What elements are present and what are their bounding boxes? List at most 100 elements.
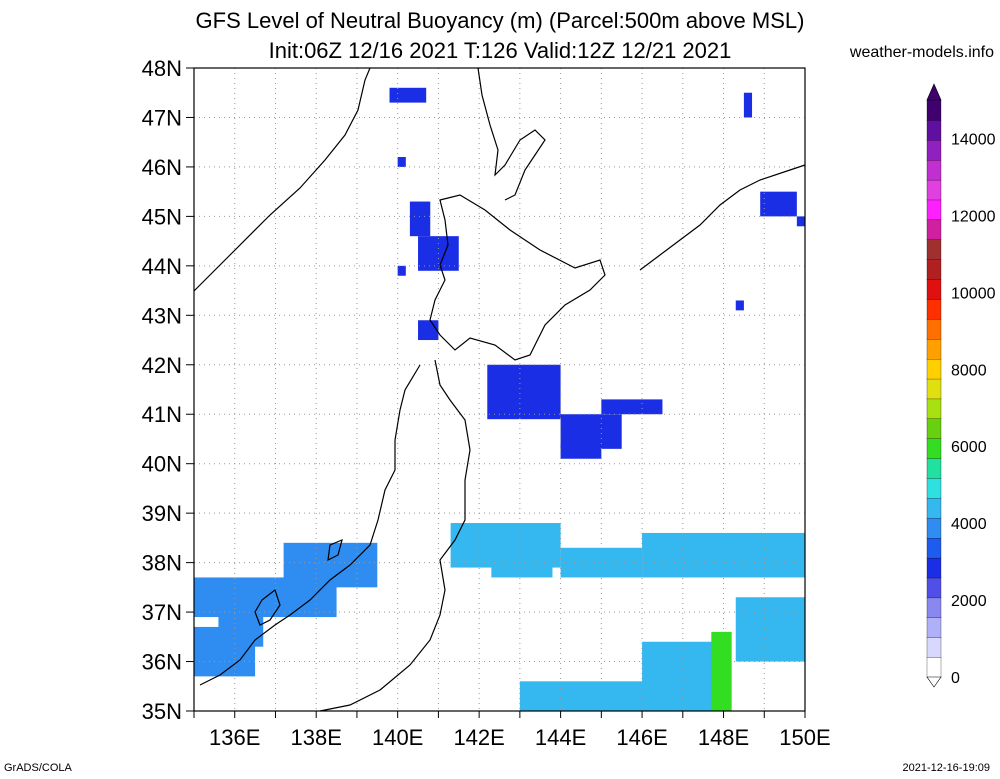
- colorbar-segment: [926, 477, 942, 499]
- field-cell-nw-blob: [397, 265, 406, 276]
- field-cell-nw-blob: [418, 320, 439, 341]
- colorbar-segment: [926, 119, 942, 141]
- coastline-honshu-north: [319, 359, 471, 712]
- colorbar-tick-label: 2000: [951, 593, 987, 610]
- field-cell-tsugaru-east: [487, 364, 561, 420]
- lat-tick-label: 40N: [142, 452, 182, 477]
- colorbar-segment: [926, 318, 942, 340]
- field-cell-nw-blob: [389, 87, 427, 103]
- colorbar-segment: [926, 497, 942, 519]
- colorbar-segment: [926, 239, 942, 260]
- field-cell-nw-blob: [397, 157, 406, 167]
- colorbar-segment: [926, 637, 942, 658]
- colorbar-segment: [926, 438, 942, 459]
- lon-tick-label: 138E: [291, 725, 342, 750]
- field-cell-pacific-band: [735, 597, 805, 662]
- coastline-noto: [254, 589, 281, 626]
- field-cell-tsugaru-east: [601, 399, 663, 415]
- colorbar-segment: [926, 278, 942, 300]
- colorbar-segment: [926, 656, 942, 678]
- lon-tick-label: 140E: [372, 725, 423, 750]
- field-cell-tsugaru-east: [560, 443, 602, 459]
- colorbar-tick-label: 0: [951, 670, 960, 687]
- lat-tick-label: 37N: [142, 600, 182, 625]
- lon-tick-label: 144E: [535, 725, 586, 750]
- colorbar-segment: [926, 358, 942, 380]
- coastline-layer: [193, 67, 806, 712]
- colorbar: 0 2000 4000 6000 8000 10000 12000 14000: [926, 83, 996, 688]
- colorbar-segment: [926, 577, 942, 599]
- lon-tick-label: 136E: [209, 725, 260, 750]
- map-frame: [193, 67, 806, 712]
- field-cell-kuril-east: [735, 300, 744, 311]
- colorbar-segment: [926, 219, 942, 240]
- coastline-kuril: [639, 164, 806, 271]
- field-layer: [194, 87, 805, 711]
- colorbar-segment: [926, 457, 942, 479]
- field-cell-honshu-west: [283, 542, 378, 588]
- colorbar-tick-label: 8000: [951, 362, 987, 379]
- lat-tick-label: 48N: [142, 56, 182, 81]
- colorbar-segment: [926, 597, 942, 618]
- coastline-honshu-west: [199, 364, 421, 686]
- footer-software: GrADS/COLA: [4, 762, 72, 774]
- colorbar-segment: [926, 199, 942, 221]
- lon-tick-label: 148E: [698, 725, 749, 750]
- lat-tick-label: 35N: [142, 699, 182, 724]
- credit-label: weather-models.info: [849, 44, 994, 61]
- colorbar-segment: [926, 139, 942, 161]
- colorbar-segment: [926, 179, 942, 201]
- lat-axis-labels: 35N 36N 37N 38N 39N 40N 41N 42N 43N 44N 45N 46N 47N 4…: [142, 56, 194, 724]
- lat-tick-label: 45N: [142, 204, 182, 229]
- field-cell-tsugaru-east: [560, 414, 622, 449]
- field-cell-nw-blob: [409, 201, 431, 237]
- colorbar-segment: [926, 617, 942, 638]
- colorbar-segment: [926, 398, 942, 419]
- colorbar-segment: [926, 338, 942, 360]
- lat-tick-label: 42N: [142, 353, 182, 378]
- coastline-sado: [327, 538, 343, 562]
- colorbar-tick-label: 4000: [951, 516, 987, 533]
- lat-tick-label: 43N: [142, 303, 182, 328]
- field-cell-pacific-band: [642, 532, 805, 578]
- chart-title-line2: Init:06Z 12/16 2021 T:126 Valid:12Z 12/2…: [268, 38, 732, 63]
- colorbar-segment: [926, 99, 942, 121]
- colorbar-tick-label: 6000: [951, 439, 987, 456]
- colorbar-tick-label: 12000: [951, 208, 996, 225]
- lat-tick-label: 38N: [142, 551, 182, 576]
- field-cell-kuril-east: [760, 191, 797, 217]
- colorbar-min-arrow: [926, 676, 942, 688]
- colorbar-segment: [926, 298, 942, 320]
- colorbar-segment: [926, 557, 942, 579]
- lon-axis-labels: 136E 138E 140E 142E 144E 146E 148E 150E: [193, 711, 831, 750]
- coastline-hokkaido: [429, 194, 606, 361]
- footer-timestamp: 2021-12-16-19:09: [902, 762, 990, 774]
- colorbar-tick-label: 14000: [951, 131, 996, 148]
- coastline-sakhalin: [477, 67, 546, 201]
- field-cell-pacific-band: [491, 537, 553, 578]
- colorbar-segment: [926, 378, 942, 400]
- lat-tick-label: 47N: [142, 105, 182, 130]
- field-cell-kuril-east: [796, 216, 805, 227]
- grid-layer: [194, 68, 805, 711]
- lon-tick-label: 146E: [616, 725, 667, 750]
- field-cell-honshu-west: [218, 617, 264, 647]
- colorbar-max-arrow: [926, 83, 942, 101]
- lon-tick-label: 150E: [779, 725, 830, 750]
- colorbar-segment: [926, 418, 942, 439]
- coastline-asia: [193, 67, 371, 292]
- lat-tick-label: 46N: [142, 155, 182, 180]
- colorbar-segment: [926, 537, 942, 559]
- field-cell-green-core: [711, 631, 732, 711]
- chart-title-line1: GFS Level of Neutral Buoyancy (m) (Parce…: [195, 8, 805, 33]
- colorbar-segment: [926, 517, 942, 539]
- colorbar-tick-label: 10000: [951, 285, 996, 302]
- lat-tick-label: 41N: [142, 402, 182, 427]
- lon-tick-label: 142E: [453, 725, 504, 750]
- colorbar-segment: [926, 159, 942, 181]
- lat-tick-label: 44N: [142, 254, 182, 279]
- field-cell-kuril-east: [743, 92, 753, 118]
- colorbar-segment: [926, 259, 942, 280]
- lat-tick-label: 36N: [142, 650, 182, 675]
